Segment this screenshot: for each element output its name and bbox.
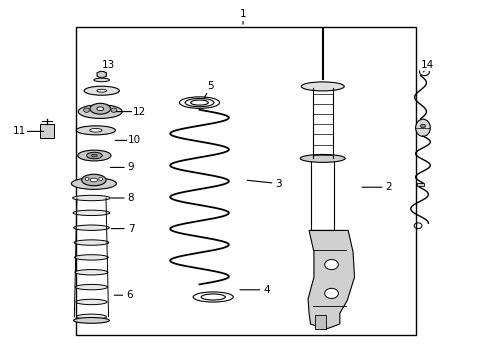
Circle shape [324, 288, 338, 298]
Polygon shape [97, 71, 106, 78]
Ellipse shape [76, 126, 115, 135]
Circle shape [324, 260, 338, 270]
Ellipse shape [81, 174, 106, 186]
Ellipse shape [94, 78, 109, 82]
Ellipse shape [75, 270, 108, 275]
Bar [416, 183, 424, 186]
Bar [76, 27, 415, 335]
Ellipse shape [91, 154, 97, 157]
Text: 7: 7 [127, 224, 134, 234]
Text: 11: 11 [13, 126, 26, 136]
Ellipse shape [90, 129, 102, 132]
Text: 10: 10 [128, 135, 141, 145]
Text: 5: 5 [206, 81, 213, 91]
Text: 3: 3 [275, 179, 282, 189]
Ellipse shape [300, 154, 345, 162]
Ellipse shape [72, 195, 110, 201]
Ellipse shape [74, 255, 108, 260]
Circle shape [85, 177, 89, 180]
Circle shape [99, 177, 102, 180]
Ellipse shape [90, 103, 110, 114]
Text: 14: 14 [420, 60, 434, 70]
Ellipse shape [71, 178, 116, 189]
Bar [315, 315, 325, 329]
Text: 1: 1 [239, 9, 246, 19]
Ellipse shape [97, 107, 103, 111]
Text: 4: 4 [263, 285, 269, 295]
Ellipse shape [86, 152, 102, 159]
Ellipse shape [97, 89, 106, 92]
Ellipse shape [74, 240, 109, 245]
Text: 13: 13 [102, 60, 115, 70]
Ellipse shape [78, 105, 122, 118]
Text: 8: 8 [127, 193, 134, 203]
Ellipse shape [301, 82, 344, 91]
Text: 6: 6 [126, 290, 133, 300]
Ellipse shape [73, 225, 109, 230]
Ellipse shape [76, 314, 106, 320]
Ellipse shape [84, 86, 119, 95]
Text: 12: 12 [132, 107, 146, 117]
Bar [40, 124, 54, 138]
Ellipse shape [73, 318, 109, 323]
Ellipse shape [76, 299, 107, 305]
Text: 2: 2 [385, 182, 391, 192]
Circle shape [111, 108, 117, 112]
Ellipse shape [75, 284, 107, 290]
Polygon shape [307, 230, 354, 329]
Ellipse shape [73, 210, 110, 216]
Circle shape [420, 124, 425, 128]
Circle shape [83, 108, 89, 112]
Ellipse shape [415, 119, 429, 136]
Text: 9: 9 [127, 162, 134, 172]
Ellipse shape [78, 150, 111, 161]
Ellipse shape [90, 178, 98, 182]
